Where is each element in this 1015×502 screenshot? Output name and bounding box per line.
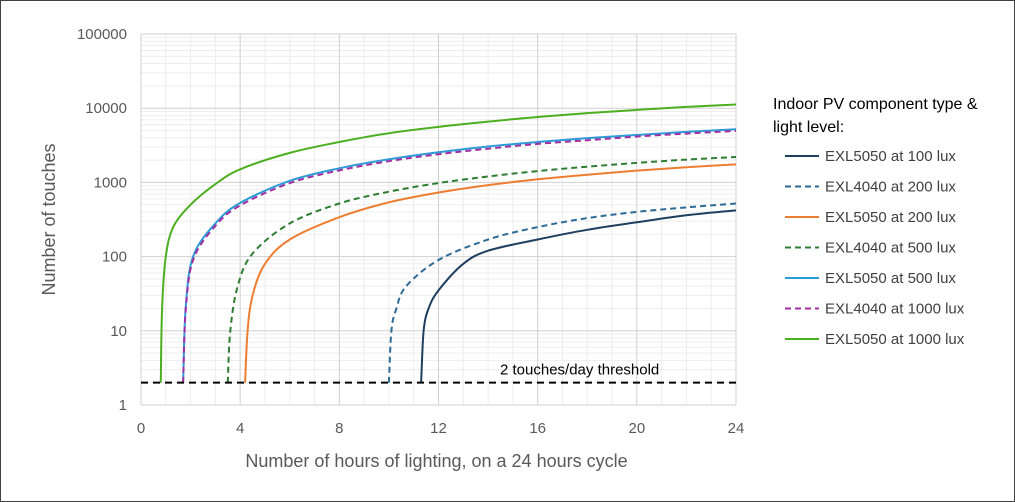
legend-title-line-1: Indoor PV component type & [773, 96, 978, 113]
legend: EXL5050 at 100 lux EXL4040 at 200 lux EXL5… [785, 148, 965, 348]
y-tick-label: 1000 [94, 174, 127, 191]
y-tick-label: 10000 [85, 100, 127, 117]
x-axis-title: Number of hours of lighting, on a 24 hou… [245, 451, 627, 471]
x-tick-label: 8 [335, 420, 343, 437]
y-tick-labels: 1 10 100 1000 10000 100000 [77, 26, 127, 414]
x-tick-label: 0 [137, 420, 145, 437]
legend-label-5: EXL5050 at 500 lux [825, 270, 956, 287]
series-line-2 [387, 202, 737, 383]
legend-label-1: EXL5050 at 100 lux [825, 148, 956, 165]
y-tick-label: 100000 [77, 26, 127, 43]
legend-label-2: EXL4040 at 200 lux [825, 179, 956, 196]
x-tick-label: 4 [236, 420, 244, 437]
y-tick-label: 100 [102, 249, 127, 266]
series-lines [159, 103, 737, 383]
y-axis-title: Number of touches [39, 143, 59, 295]
x-tick-label: 24 [728, 420, 745, 437]
x-tick-label: 12 [430, 420, 447, 437]
series-line-5 [182, 128, 737, 383]
series-line-4 [226, 156, 737, 383]
grid-major [140, 33, 737, 406]
legend-label-3: EXL5050 at 200 lux [825, 209, 956, 226]
legend-title-line-2: light level: [773, 119, 844, 136]
legend-label-7: EXL5050 at 1000 lux [825, 331, 965, 348]
y-tick-label: 10 [110, 323, 127, 340]
y-tick-label: 1 [119, 397, 127, 414]
legend-label-6: EXL4040 at 1000 lux [825, 301, 965, 318]
threshold-label: 2 touches/day threshold [500, 362, 659, 379]
series-line-7 [159, 103, 737, 383]
x-tick-labels: 0 4 8 12 16 20 24 [137, 420, 745, 437]
legend-label-4: EXL4040 at 500 lux [825, 240, 956, 257]
x-tick-label: 16 [529, 420, 546, 437]
x-tick-label: 20 [628, 420, 645, 437]
series-line-3 [244, 163, 737, 383]
series-line-6 [182, 129, 737, 383]
series-line-1 [420, 209, 737, 383]
